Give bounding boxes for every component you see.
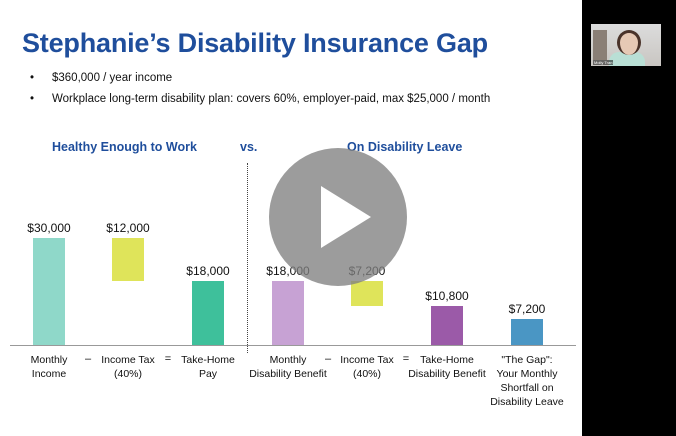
- slide-title: Stephanie’s Disability Insurance Gap: [22, 28, 488, 58]
- category-label-3: Take-Home Pay: [163, 353, 253, 381]
- category-label-4: Monthly Disability Benefit: [243, 353, 333, 381]
- category-label-line: Income Tax: [101, 354, 155, 366]
- vs-label: vs.: [240, 140, 258, 154]
- right-section-header: On Disability Leave: [347, 140, 463, 154]
- category-label-line: "The Gap":: [501, 354, 553, 366]
- person-torso: [609, 52, 645, 66]
- category-label-6: Take-Home Disability Benefit: [402, 353, 492, 381]
- category-label-line: Monthly: [269, 354, 307, 366]
- category-label-1: Monthly Income: [4, 353, 94, 381]
- operator-4: =: [402, 353, 410, 365]
- bar-6: [431, 306, 463, 345]
- person-head: [617, 30, 641, 55]
- section-divider: [247, 163, 248, 353]
- category-label-5: Income Tax (40%): [322, 353, 412, 381]
- presentation-slide: Stephanie’s Disability Insurance Gap $36…: [0, 0, 582, 436]
- category-label-line: Shortfall on: [500, 382, 554, 394]
- bar-value-label-6: $10,800: [425, 289, 469, 304]
- category-label-2: Income Tax (40%): [83, 353, 173, 381]
- operator-2: =: [164, 353, 172, 365]
- bookshelf-background: [593, 30, 607, 60]
- operator-3: –: [324, 353, 332, 365]
- category-label-line: Your Monthly: [496, 368, 558, 380]
- bar-3: [192, 280, 224, 345]
- category-label-line: Disability Leave: [490, 396, 564, 408]
- category-label-7: "The Gap": Your Monthly Shortfall on Disabi…: [482, 353, 572, 409]
- bar-2: [112, 238, 144, 281]
- category-label-line: Take-Home: [420, 354, 474, 366]
- participant-video-thumbnail[interactable]: Molly Tran: [591, 24, 661, 66]
- left-section-header: Healthy Enough to Work: [52, 140, 197, 154]
- chart-baseline: [10, 345, 576, 346]
- bullet-income: $360,000 / year income: [30, 72, 490, 93]
- bar-4: [272, 280, 304, 345]
- participant-name: Molly Tran: [593, 60, 614, 65]
- play-icon: [321, 186, 371, 248]
- category-label-line: Disability Benefit: [249, 368, 327, 380]
- category-label-line: Take-Home: [181, 354, 235, 366]
- category-label-line: (40%): [352, 368, 381, 380]
- category-label-line: Income: [31, 368, 67, 380]
- play-button[interactable]: [269, 148, 407, 286]
- bar-value-label-1: $30,000: [27, 221, 71, 235]
- bullet-disability-plan: Workplace long-term disability plan: cov…: [30, 93, 490, 114]
- bar-5: [351, 280, 383, 307]
- category-label-line: Monthly: [30, 354, 68, 366]
- bar-value-label-2: $12,000: [106, 221, 150, 235]
- category-label-line: Disability Benefit: [408, 368, 486, 380]
- bar-value-label-7: $7,200: [508, 302, 546, 317]
- category-label-line: Pay: [198, 368, 218, 380]
- bullet-list: $360,000 / year income Workplace long-te…: [30, 72, 490, 114]
- operator-1: –: [84, 353, 92, 365]
- bar-value-label-3: $18,000: [186, 263, 230, 278]
- category-label-line: Income Tax: [340, 354, 394, 366]
- bar-7: [511, 319, 543, 345]
- bar-1: [33, 238, 65, 345]
- category-label-line: (40%): [113, 368, 142, 380]
